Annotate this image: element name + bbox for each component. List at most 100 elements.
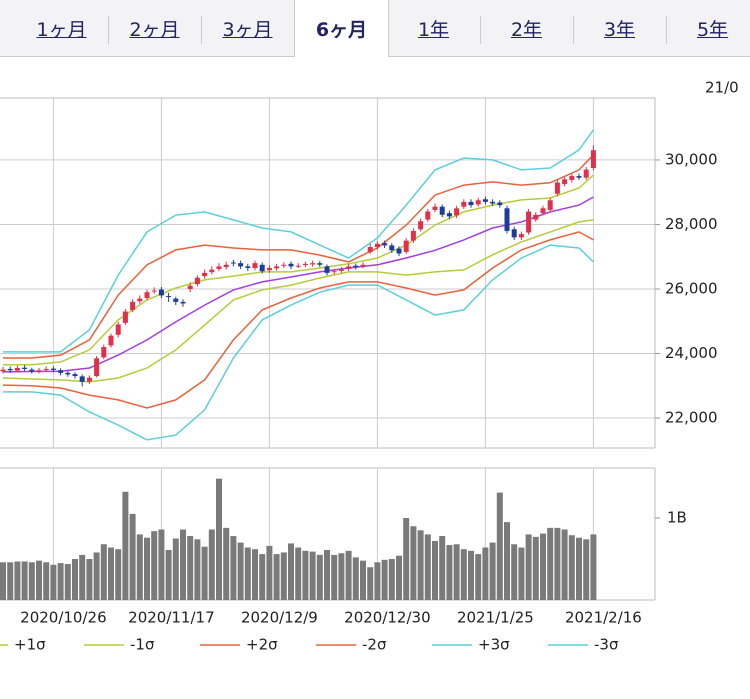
x-tick-label: 2020/10/26 bbox=[20, 609, 106, 627]
volume-bar bbox=[237, 542, 244, 600]
candle-body bbox=[122, 311, 128, 323]
volume-bar bbox=[482, 547, 489, 600]
candle-body bbox=[439, 206, 445, 215]
period-tab[interactable]: 2ヶ月 bbox=[129, 19, 180, 41]
volume-bar bbox=[108, 547, 114, 600]
candle-body bbox=[22, 367, 28, 369]
legend-label: +2σ bbox=[246, 636, 278, 654]
candle-body bbox=[353, 265, 359, 268]
volume-bar bbox=[295, 547, 302, 600]
volume-bar bbox=[43, 562, 50, 600]
candle-body bbox=[295, 265, 301, 267]
candle-body bbox=[360, 264, 366, 267]
volume-bar bbox=[57, 563, 64, 600]
volume-bar bbox=[187, 536, 194, 600]
volume-bar bbox=[410, 526, 417, 600]
y-tick-label: 22,000 bbox=[665, 409, 718, 427]
volume-bar bbox=[316, 554, 323, 600]
candle-body bbox=[511, 229, 517, 238]
candle-body bbox=[418, 221, 424, 230]
candle-body bbox=[166, 296, 172, 298]
period-tab[interactable]: 3ヶ月 bbox=[222, 19, 273, 41]
candle-body bbox=[94, 358, 100, 377]
volume-bar bbox=[525, 534, 532, 600]
candle-body bbox=[223, 264, 229, 268]
volume-bar bbox=[583, 539, 590, 600]
volume-bar bbox=[165, 549, 172, 600]
volume-bar bbox=[367, 567, 374, 600]
period-tab[interactable]: 1ヶ月 bbox=[36, 19, 87, 41]
period-tab[interactable]: 5年 bbox=[696, 19, 729, 41]
candle-body bbox=[158, 289, 164, 296]
volume-bar bbox=[532, 536, 539, 600]
candle-body bbox=[151, 290, 157, 292]
candle-body bbox=[281, 264, 287, 266]
volume-bar bbox=[194, 539, 201, 600]
legend-label: +1σ bbox=[14, 636, 46, 654]
volume-bar bbox=[547, 527, 554, 600]
volume-bar bbox=[158, 529, 165, 600]
band-line bbox=[3, 129, 595, 353]
volume-bar bbox=[360, 560, 366, 600]
candle-body bbox=[216, 266, 222, 269]
volume-bar bbox=[489, 542, 496, 600]
period-tab[interactable]: 3年 bbox=[603, 19, 636, 41]
candle-body bbox=[252, 263, 258, 268]
candle-body bbox=[274, 266, 280, 269]
volume-bar bbox=[0, 562, 6, 600]
candle-body bbox=[86, 377, 92, 382]
volume-bar bbox=[79, 554, 86, 600]
candle-body bbox=[302, 263, 308, 266]
volume-bar bbox=[302, 550, 309, 600]
band-line bbox=[2, 219, 594, 383]
candle-body bbox=[101, 347, 107, 358]
volume-bar bbox=[554, 527, 561, 600]
y-tick-label: 1B bbox=[667, 509, 687, 527]
volume-bar bbox=[100, 544, 107, 600]
volume-bar bbox=[468, 550, 474, 600]
volume-bar bbox=[453, 544, 460, 600]
tab-separator bbox=[573, 16, 574, 44]
volume-bar bbox=[324, 549, 330, 600]
volume-bar bbox=[561, 529, 568, 600]
volume-bar bbox=[475, 554, 482, 600]
tab-separator bbox=[108, 16, 109, 44]
candle-body bbox=[554, 182, 560, 194]
volume-bar bbox=[417, 530, 424, 600]
candle-body bbox=[403, 240, 409, 252]
volume-bar bbox=[7, 562, 14, 600]
candle-body bbox=[432, 206, 438, 210]
candle-body bbox=[259, 264, 265, 272]
period-tab[interactable]: 1年 bbox=[417, 19, 450, 41]
y-tick-label: 26,000 bbox=[665, 279, 718, 297]
candle-body bbox=[36, 370, 42, 372]
volume-bar bbox=[338, 553, 345, 600]
volume-bar bbox=[460, 549, 467, 600]
candle-body bbox=[43, 368, 49, 370]
volume-bar bbox=[381, 559, 388, 600]
candle-body bbox=[331, 271, 337, 273]
y-tick-label: 28,000 bbox=[665, 215, 718, 233]
legend-label: -2σ bbox=[362, 636, 387, 654]
candle-body bbox=[230, 262, 236, 264]
candle-body bbox=[317, 263, 323, 265]
volume-bar bbox=[28, 562, 35, 600]
legend-label: -3σ bbox=[594, 636, 619, 654]
volume-bar bbox=[201, 546, 208, 600]
candle-body bbox=[425, 211, 431, 220]
volume-bar bbox=[511, 544, 518, 600]
candle-body bbox=[144, 292, 150, 298]
period-tab[interactable]: 6ヶ月 bbox=[294, 0, 389, 57]
volume-bar bbox=[129, 513, 136, 600]
period-tab[interactable]: 2年 bbox=[510, 19, 543, 41]
x-tick-label: 2021/2/16 bbox=[565, 609, 642, 627]
candle-body bbox=[0, 369, 6, 372]
volume-bar bbox=[252, 549, 258, 600]
volume-bar bbox=[144, 537, 150, 600]
tab-separator bbox=[480, 16, 481, 44]
candle-body bbox=[461, 201, 467, 207]
candle-body bbox=[202, 272, 208, 277]
band-line bbox=[3, 244, 594, 441]
